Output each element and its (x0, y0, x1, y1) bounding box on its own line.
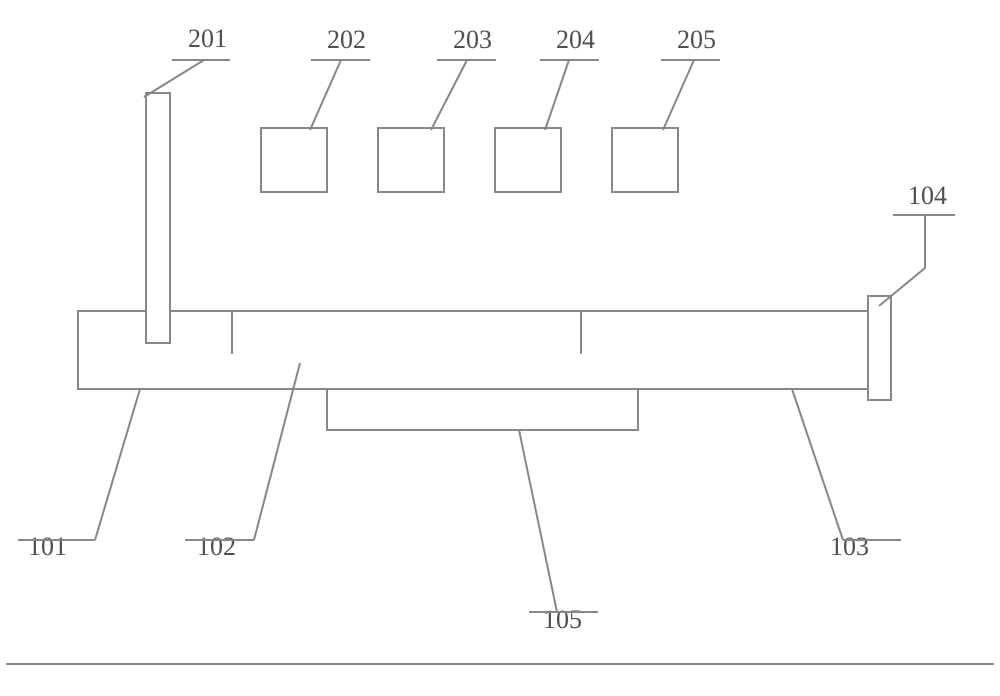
box-202 (261, 128, 327, 192)
end-plate-104 (868, 296, 891, 400)
box-204 (495, 128, 561, 192)
rod-201 (146, 93, 170, 343)
l201: 201 (188, 24, 227, 53)
body-rect (78, 311, 868, 389)
diagram-canvas: 201 202 203 204 205 104 101 102 103 105 (0, 0, 1000, 696)
leader-l205 (663, 60, 694, 130)
l204: 204 (556, 25, 595, 54)
leader-l204 (545, 60, 569, 130)
leader-l103 (792, 389, 843, 540)
leader-l104 (879, 215, 925, 306)
leader-l202 (310, 60, 341, 130)
tray-105 (327, 389, 638, 430)
l102: 102 (197, 532, 236, 561)
leader-l201 (144, 60, 204, 97)
l103: 103 (830, 532, 869, 561)
l205: 205 (677, 25, 716, 54)
leader-l105 (519, 430, 557, 612)
leader-l101 (95, 389, 140, 540)
leader-l203 (431, 60, 467, 130)
l101: 101 (28, 532, 67, 561)
l203: 203 (453, 25, 492, 54)
box-205 (612, 128, 678, 192)
l104: 104 (908, 181, 947, 210)
box-203 (378, 128, 444, 192)
l105: 105 (543, 605, 582, 634)
l202: 202 (327, 25, 366, 54)
